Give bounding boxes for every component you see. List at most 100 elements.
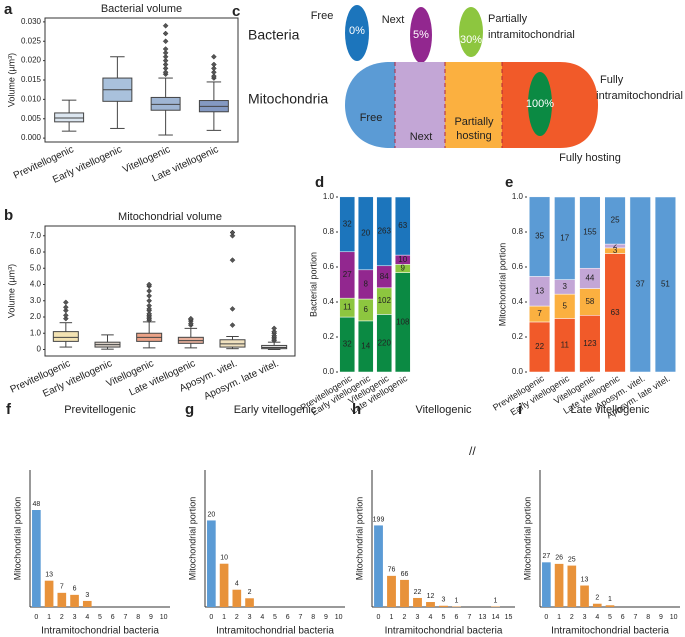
data-label: 22	[414, 589, 422, 596]
x-tick-label: 9	[149, 614, 153, 621]
data-label: 48	[32, 501, 40, 508]
state-label: Partially	[488, 13, 528, 25]
y-tick-label: 2.0	[30, 312, 42, 321]
y-axis-label: Mitochondrial portion	[354, 497, 364, 581]
data-label: 13	[45, 572, 53, 579]
y-tick-label: 0.0	[512, 367, 524, 376]
y-tick-label: 1.0	[30, 328, 42, 337]
x-tick-label: 0	[377, 614, 381, 621]
y-tick-label: 7.0	[30, 231, 42, 240]
data-label: 11	[343, 303, 352, 312]
data-label: 9	[401, 264, 406, 273]
percent-label: 0%	[349, 25, 365, 37]
x-tick-label: 10	[160, 614, 168, 621]
flier	[211, 53, 217, 60]
y-tick-label: 0.005	[21, 114, 42, 123]
x-tick-label: 5	[442, 614, 446, 621]
flier	[271, 328, 278, 335]
flier	[211, 61, 217, 68]
bar	[413, 597, 422, 607]
chart-title: Late vitellogenic	[571, 404, 650, 416]
x-tick-label: 0	[34, 614, 38, 621]
x-tick-label: 0	[544, 614, 548, 621]
plot-frame	[44, 225, 296, 357]
data-label: 32	[343, 340, 352, 349]
x-tick-label: 2	[235, 614, 239, 621]
state-label: Free	[311, 10, 334, 22]
flier	[211, 69, 217, 76]
bar	[605, 605, 615, 607]
x-tick-label: 8	[311, 614, 315, 621]
flier	[146, 306, 153, 312]
y-tick-label: 0.0	[323, 367, 335, 376]
data-label: 26	[555, 555, 563, 562]
data-label: 58	[585, 297, 594, 306]
x-axis-label: Intramitochondrial bacteria	[385, 626, 503, 637]
bar-segment	[554, 196, 576, 280]
flier	[62, 307, 69, 314]
x-tick-label: 15	[505, 614, 513, 621]
data-label: 51	[661, 280, 670, 289]
bar-segment	[654, 196, 676, 373]
panel-letter: h	[352, 401, 361, 418]
x-axis-label: Intramitochondrial bacteria	[41, 626, 159, 637]
bar	[567, 565, 577, 607]
y-tick-label: 0.2	[323, 332, 335, 341]
y-tick-label: 0.030	[21, 17, 42, 26]
bar-segment	[629, 196, 651, 373]
bar-segment	[339, 196, 356, 253]
y-tick-label: 3.0	[30, 296, 42, 305]
flier	[229, 232, 236, 239]
state-label: Fully	[600, 74, 624, 86]
bar	[374, 525, 383, 607]
flier	[187, 315, 194, 322]
panel-letter: e	[505, 174, 513, 191]
data-label: 102	[378, 296, 392, 305]
data-label: 13	[535, 286, 544, 295]
y-tick-label: 0.000	[21, 133, 42, 142]
x-tick-label: 13	[479, 614, 487, 621]
bar	[245, 598, 254, 607]
mito-free	[345, 62, 395, 148]
bar	[82, 600, 92, 607]
data-label: 25	[611, 216, 620, 225]
data-label: 3	[613, 246, 618, 255]
data-label: 63	[398, 221, 407, 230]
chart-title: Mitochondrial volume	[118, 211, 222, 223]
y-tick-label: 0.6	[512, 262, 524, 271]
host-label: Next	[410, 131, 433, 143]
x-tick-label: 2	[403, 614, 407, 621]
mitochondria-label: Mitochondria	[248, 91, 328, 107]
x-tick-label: 7	[468, 614, 472, 621]
bar	[439, 605, 448, 607]
flier	[162, 61, 169, 68]
chart-title: Early vitellogenic	[234, 404, 317, 416]
y-axis-label: Mitochondrial portion	[497, 243, 507, 327]
chart-title: Bacterial volume	[101, 3, 182, 15]
data-label: 220	[378, 338, 392, 347]
panel-letter: d	[315, 174, 324, 191]
y-tick-label: 0.8	[323, 227, 335, 236]
y-axis-label: Volume (µm³)	[6, 53, 16, 107]
flier	[162, 69, 169, 76]
data-label: 22	[535, 342, 544, 351]
flier	[162, 50, 169, 56]
panel-letter: a	[4, 1, 13, 18]
y-tick-label: 0.6	[323, 262, 335, 271]
bacterium-next	[410, 7, 432, 63]
y-tick-label: 0.8	[512, 227, 524, 236]
data-label: 3	[563, 282, 568, 291]
data-label: 11	[561, 340, 570, 349]
x-tick-label: 1	[390, 614, 394, 621]
bar	[44, 580, 54, 607]
y-tick-label: 0.025	[21, 36, 42, 45]
x-tick-label: 4	[85, 614, 89, 621]
x-tick-label: 3	[73, 614, 77, 621]
mito-partial	[445, 62, 502, 148]
chart-title: Previtellogenic	[64, 404, 136, 416]
y-tick-label: 1.0	[512, 192, 524, 201]
bar	[70, 594, 79, 607]
x-tick-label: 4	[595, 614, 599, 621]
flier	[229, 322, 236, 328]
mito-next	[395, 62, 445, 148]
